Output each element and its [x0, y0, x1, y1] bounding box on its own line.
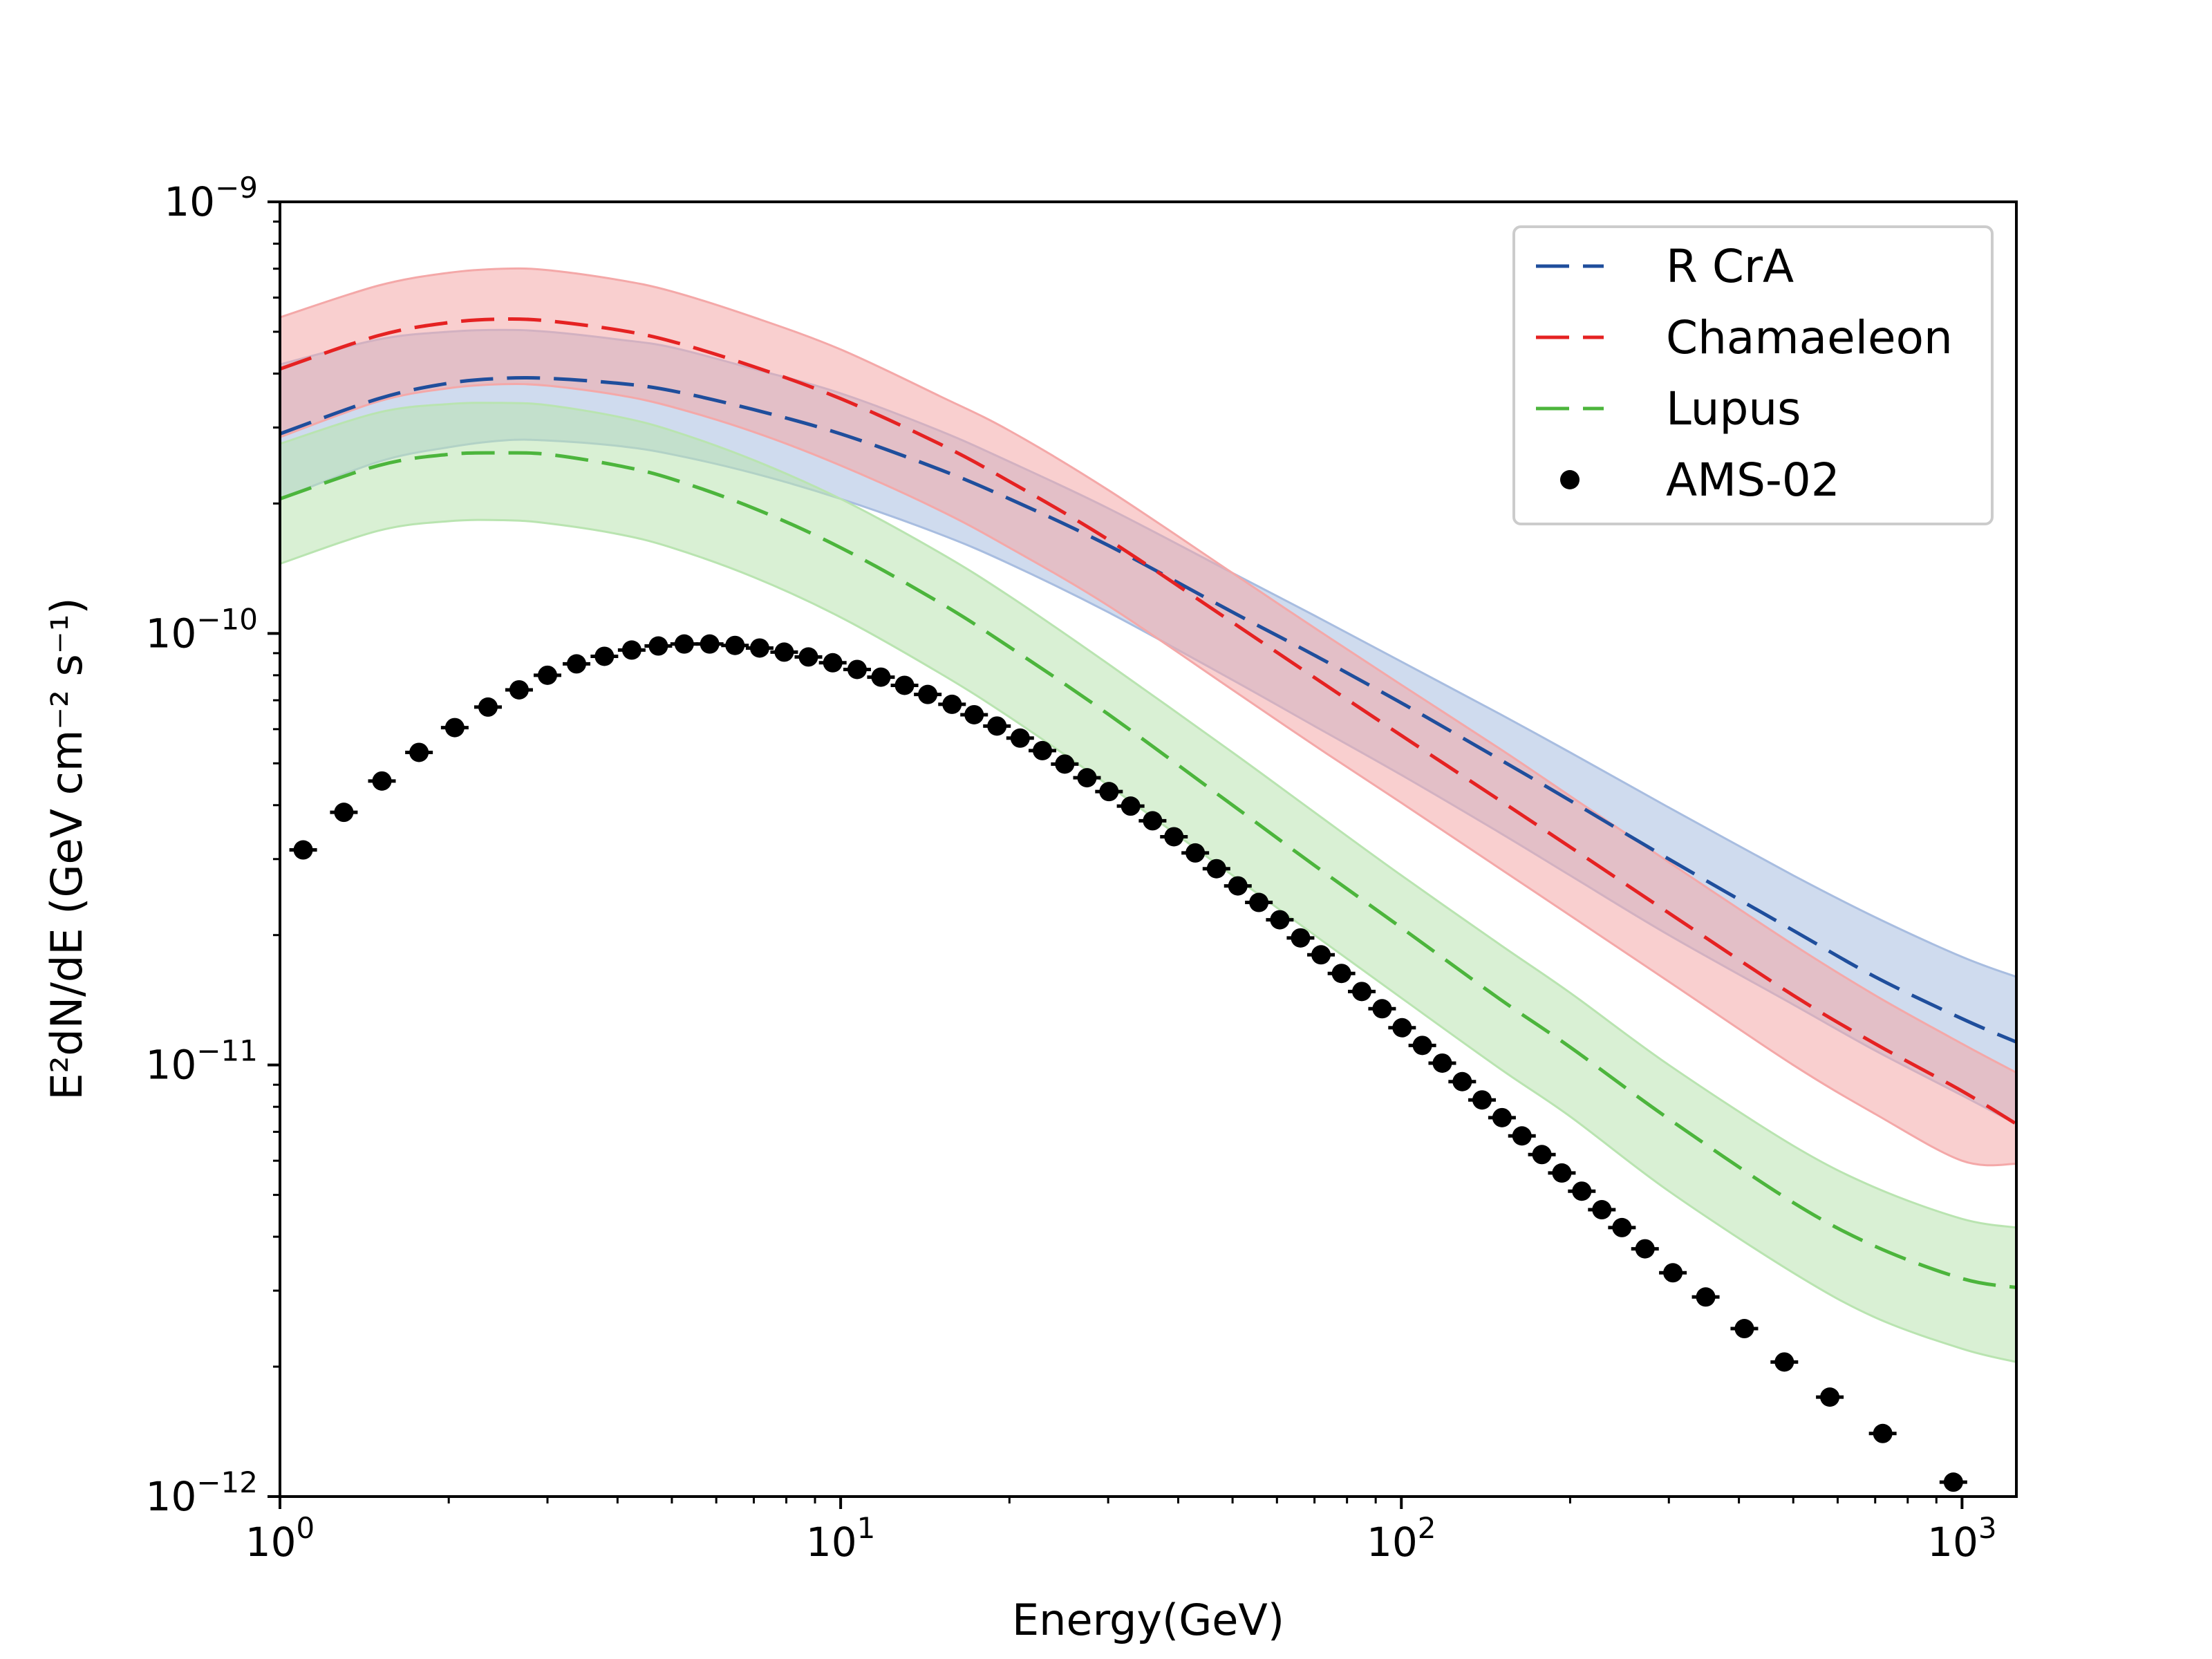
- legend-label-chamaeleon: Chamaeleon: [1666, 311, 1953, 364]
- data-point: [534, 665, 562, 685]
- data-point: [1939, 1472, 1967, 1492]
- data-point: [505, 679, 533, 700]
- data-point: [1691, 1287, 1720, 1307]
- legend-label-lupus: Lupus: [1666, 382, 1801, 435]
- data-point: [1730, 1319, 1759, 1339]
- data-point: [617, 640, 646, 660]
- legend: R CrA Chamaeleon Lupus AMS-02: [1512, 225, 1994, 525]
- data-point: [1202, 859, 1230, 879]
- data-point: [1138, 811, 1167, 831]
- curve-chamaeleon: [280, 317, 2016, 1126]
- data-point: [1659, 1263, 1687, 1283]
- data-point: [695, 634, 724, 654]
- data-point: [1286, 928, 1315, 948]
- model-curves: [280, 317, 2016, 1290]
- y-axis-title: E²dN/dE (GeV cm⁻² s⁻¹): [41, 597, 92, 1100]
- y-tick-label: 10−10: [146, 602, 258, 657]
- ams02-data-points: [289, 634, 1967, 1492]
- data-point: [563, 654, 591, 674]
- data-point: [1488, 1107, 1516, 1127]
- data-point: [794, 647, 823, 667]
- data-point: [721, 635, 749, 655]
- data-point: [1608, 1217, 1636, 1237]
- x-tick-label: 101: [806, 1511, 876, 1566]
- data-point: [818, 653, 847, 673]
- data-point: [1528, 1145, 1556, 1165]
- band-chamaeleon: [280, 267, 2016, 1167]
- y-axis: 10−12 10−11 10−10 10−9: [146, 171, 280, 1520]
- data-point: [1588, 1200, 1616, 1220]
- plot-frame: [279, 200, 2018, 1498]
- x-axis-title: Energy(GeV): [1012, 1595, 1284, 1645]
- data-point: [1448, 1071, 1477, 1091]
- data-point: [1408, 1035, 1436, 1056]
- data-point: [289, 840, 317, 860]
- data-point: [1245, 892, 1273, 912]
- data-point: [1368, 999, 1396, 1019]
- data-point: [1266, 910, 1294, 930]
- data-point: [1388, 1018, 1416, 1038]
- data-point: [1181, 843, 1210, 863]
- data-point: [1029, 740, 1057, 760]
- data-point: [1868, 1423, 1897, 1443]
- data-point: [1051, 754, 1079, 774]
- data-point: [670, 634, 698, 654]
- data-point: [983, 716, 1011, 736]
- y-tick-label: 10−11: [146, 1034, 258, 1089]
- data-point: [1631, 1239, 1659, 1259]
- data-point: [1095, 782, 1123, 802]
- x-tick-label: 103: [1927, 1511, 1997, 1566]
- data-point: [644, 636, 673, 656]
- data-point: [590, 646, 619, 666]
- legend-swatch-ams-02: [1560, 470, 1580, 489]
- y-tick-label: 10−12: [146, 1465, 258, 1520]
- data-point: [938, 694, 966, 714]
- data-point: [1160, 827, 1188, 847]
- data-point: [843, 659, 871, 679]
- data-point: [745, 638, 774, 658]
- data-point: [440, 718, 469, 738]
- data-point: [1006, 728, 1034, 748]
- data-point: [890, 675, 919, 695]
- data-point: [1428, 1053, 1456, 1073]
- curve-lupus: [280, 451, 2016, 1290]
- data-point: [330, 803, 358, 823]
- data-point: [867, 667, 895, 687]
- x-tick-label: 100: [245, 1511, 315, 1566]
- data-point: [1548, 1163, 1576, 1183]
- data-point: [1816, 1387, 1844, 1407]
- data-point: [1073, 768, 1101, 788]
- x-tick-label: 102: [1367, 1511, 1436, 1566]
- data-point: [914, 684, 942, 704]
- data-point: [1770, 1352, 1799, 1372]
- legend-label-r-cra: R CrA: [1666, 240, 1794, 293]
- data-point: [960, 704, 988, 724]
- curve-r-cra: [280, 375, 2016, 1044]
- data-point: [474, 697, 502, 717]
- data-point: [1508, 1126, 1536, 1146]
- data-point: [1468, 1090, 1497, 1110]
- data-point: [368, 771, 396, 791]
- data-point: [770, 642, 798, 662]
- y-tick-label: 10−9: [164, 171, 258, 225]
- data-point: [1348, 982, 1376, 1002]
- data-point: [1116, 796, 1145, 816]
- legend-label-ams-02: AMS-02: [1666, 453, 1840, 507]
- data-point: [1327, 964, 1356, 984]
- x-axis: 100 101 102 103: [245, 1497, 1997, 1566]
- data-point: [1568, 1181, 1596, 1201]
- legend-box: [1512, 225, 1994, 525]
- data-point: [405, 742, 433, 762]
- data-point: [1307, 945, 1335, 965]
- data-point: [1224, 876, 1252, 896]
